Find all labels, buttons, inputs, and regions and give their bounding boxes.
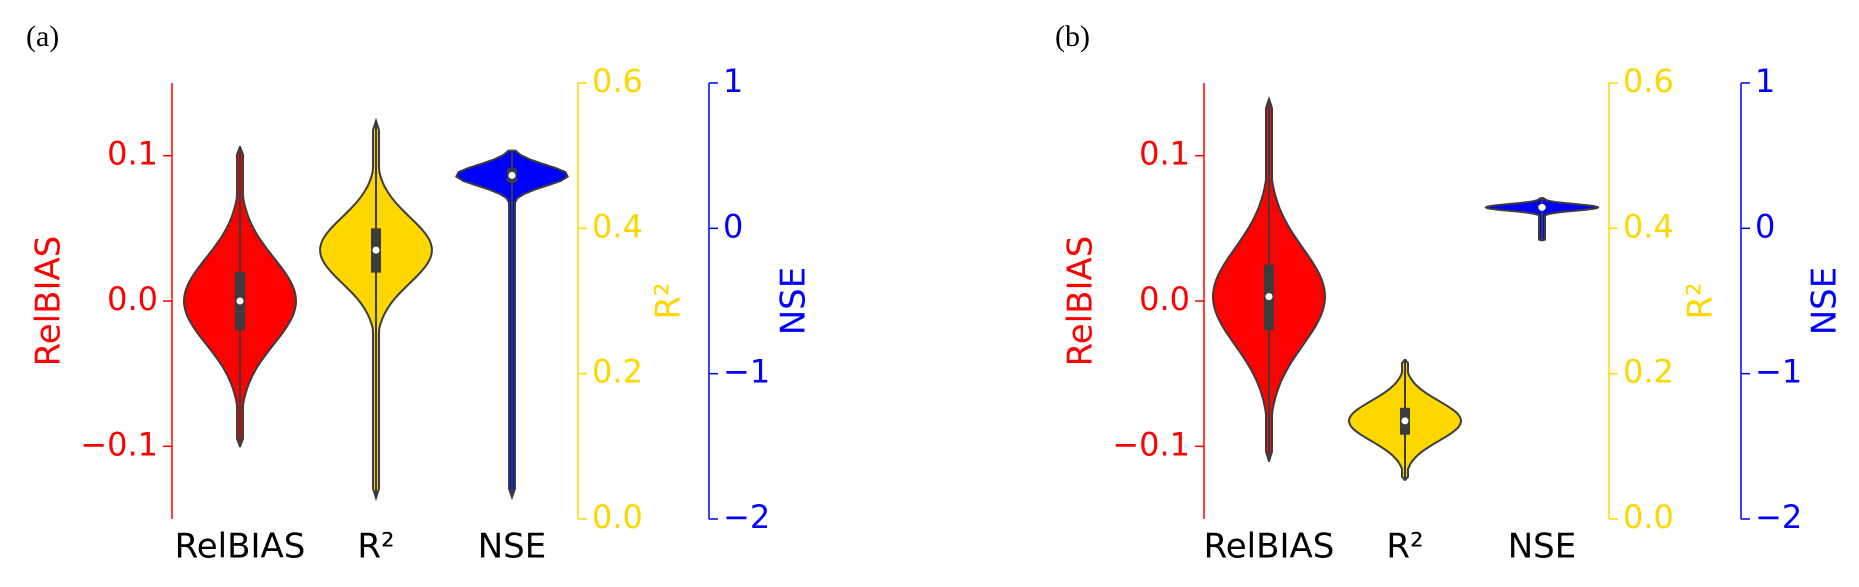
tick-label: 0.0 [107, 280, 158, 318]
median-dot [372, 246, 380, 254]
tick-label: 0 [723, 207, 743, 245]
x-tick-label: R² [1386, 527, 1423, 567]
tick-label: 0.1 [1139, 135, 1190, 173]
axis-title: RelBIAS [29, 236, 69, 367]
tick-label: 1 [723, 62, 743, 100]
median-dot [1265, 293, 1273, 301]
tick-label: 0 [1755, 207, 1775, 245]
tick-label: 0.6 [1623, 62, 1674, 100]
tick-label: 0.2 [592, 353, 643, 391]
axis-title: R² [1681, 282, 1721, 319]
tick-label: −1 [1755, 353, 1802, 391]
axis-title: NSE [1805, 267, 1845, 336]
tick-label: 0.0 [1623, 498, 1674, 536]
median-dot [1401, 417, 1409, 425]
x-tick-label: NSE [478, 527, 547, 567]
tick-label: −2 [723, 498, 770, 536]
tick-label: 0.0 [1139, 280, 1190, 318]
median-dot [1538, 203, 1546, 211]
tick-label: 1 [1755, 62, 1775, 100]
axis-title: RelBIAS [1061, 236, 1101, 367]
x-tick-label: R² [357, 527, 394, 567]
median-dot [508, 171, 516, 179]
panel-label: (a) [26, 20, 59, 53]
x-tick-label: RelBIAS [1204, 527, 1335, 567]
tick-label: 0.2 [1623, 353, 1674, 391]
panel-label: (b) [1055, 20, 1090, 53]
tick-label: 0.1 [107, 135, 158, 173]
tick-label: −0.1 [1112, 425, 1190, 463]
tick-label: −2 [1755, 498, 1802, 536]
tick-label: −0.1 [80, 425, 158, 463]
tick-label: −1 [723, 353, 770, 391]
tick-label: 0.0 [592, 498, 643, 536]
axis-title: NSE [774, 267, 814, 336]
x-tick-label: RelBIAS [175, 527, 306, 567]
tick-label: 0.4 [1623, 207, 1674, 245]
median-dot [236, 297, 244, 305]
x-tick-label: NSE [1508, 527, 1577, 567]
tick-label: 0.4 [592, 207, 643, 245]
tick-label: 0.6 [592, 62, 643, 100]
axis-title: R² [649, 282, 689, 319]
